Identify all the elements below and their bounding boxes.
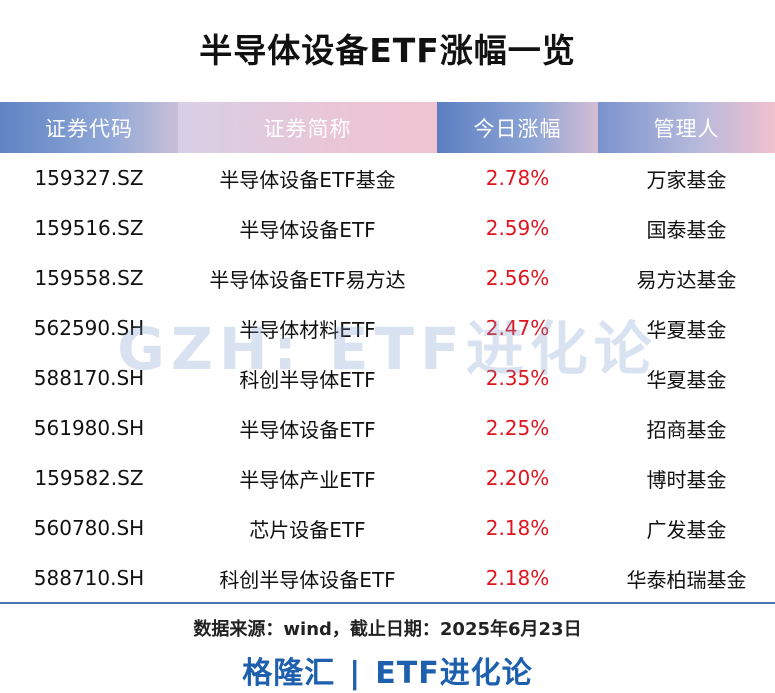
cell-code: 159582.SZ xyxy=(34,466,144,490)
etf-table: 证券代码 证券简称 今日涨幅 管理人 159327.SZ 半导体设备ETF基金 … xyxy=(0,102,775,603)
table-row: 560780.SH 芯片设备ETF 2.18% 广发基金 xyxy=(0,503,775,553)
cell-change: 2.25% xyxy=(485,416,550,440)
cell-code: 560780.SH xyxy=(33,516,145,540)
cell-manager: 易方达基金 xyxy=(636,267,737,292)
cell-change: 2.18% xyxy=(485,566,550,590)
cell-manager: 招商基金 xyxy=(646,417,727,442)
table-row: 159516.SZ 半导体设备ETF 2.59% 国泰基金 xyxy=(0,203,775,253)
table-row: 159558.SZ 半导体设备ETF易方达 2.56% 易方达基金 xyxy=(0,253,775,303)
cell-code: 562590.SH xyxy=(33,316,145,340)
column-header-manager: 管理人 xyxy=(598,102,775,153)
table-row: 588710.SH 科创半导体设备ETF 2.18% 华泰柏瑞基金 xyxy=(0,553,775,603)
cell-code: 588710.SH xyxy=(33,566,145,590)
cell-code: 588170.SH xyxy=(33,366,145,390)
column-header-change: 今日涨幅 xyxy=(437,102,598,153)
footer-brand-left: 格隆汇 xyxy=(242,656,336,691)
cell-code: 159516.SZ xyxy=(34,216,144,240)
cell-change: 2.47% xyxy=(485,316,550,340)
cell-manager: 广发基金 xyxy=(646,517,727,542)
cell-manager: 博时基金 xyxy=(646,467,727,492)
cell-change: 2.56% xyxy=(485,266,550,290)
cell-name: 半导体材料ETF xyxy=(239,317,376,342)
footer-brand-right: ETF进化论 xyxy=(375,656,533,691)
cell-change: 2.20% xyxy=(485,466,550,490)
column-header-name: 证券简称 xyxy=(178,102,437,153)
table-row: 588170.SH 科创半导体ETF 2.35% 华夏基金 xyxy=(0,353,775,403)
cell-change: 2.59% xyxy=(485,216,550,240)
cell-name: 半导体设备ETF易方达 xyxy=(209,267,406,292)
cell-code: 561980.SH xyxy=(33,416,145,440)
cell-name: 半导体设备ETF基金 xyxy=(219,167,396,192)
table-header-row: 证券代码 证券简称 今日涨幅 管理人 xyxy=(0,102,775,153)
footer-brand: 格隆汇 | ETF进化论 xyxy=(0,648,775,692)
cell-manager: 万家基金 xyxy=(646,167,727,192)
cell-change: 2.18% xyxy=(485,516,550,540)
divider xyxy=(0,602,775,604)
cell-code: 159327.SZ xyxy=(34,166,144,190)
table-row: 561980.SH 半导体设备ETF 2.25% 招商基金 xyxy=(0,403,775,453)
cell-name: 半导体设备ETF xyxy=(239,417,376,442)
cell-name: 科创半导体设备ETF xyxy=(219,567,396,592)
cell-name: 半导体产业ETF xyxy=(239,467,376,492)
cell-name: 半导体设备ETF xyxy=(239,217,376,242)
footer-separator: | xyxy=(349,656,362,691)
cell-change: 2.78% xyxy=(485,166,550,190)
cell-change: 2.35% xyxy=(485,366,550,390)
cell-name: 芯片设备ETF xyxy=(249,517,366,542)
cell-manager: 华夏基金 xyxy=(646,317,727,342)
cell-code: 159558.SZ xyxy=(34,266,144,290)
cell-manager: 华泰柏瑞基金 xyxy=(626,567,747,592)
column-header-code: 证券代码 xyxy=(0,102,178,153)
cell-name: 科创半导体ETF xyxy=(239,367,376,392)
table-row: 562590.SH 半导体材料ETF 2.47% 华夏基金 xyxy=(0,303,775,353)
table-row: 159582.SZ 半导体产业ETF 2.20% 博时基金 xyxy=(0,453,775,503)
table-row: 159327.SZ 半导体设备ETF基金 2.78% 万家基金 xyxy=(0,153,775,203)
cell-manager: 国泰基金 xyxy=(646,217,727,242)
page-title: 半导体设备ETF涨幅一览 xyxy=(199,31,576,70)
data-source-note: 数据来源：wind，截止日期：2025年6月23日 xyxy=(193,619,582,640)
cell-manager: 华夏基金 xyxy=(646,367,727,392)
